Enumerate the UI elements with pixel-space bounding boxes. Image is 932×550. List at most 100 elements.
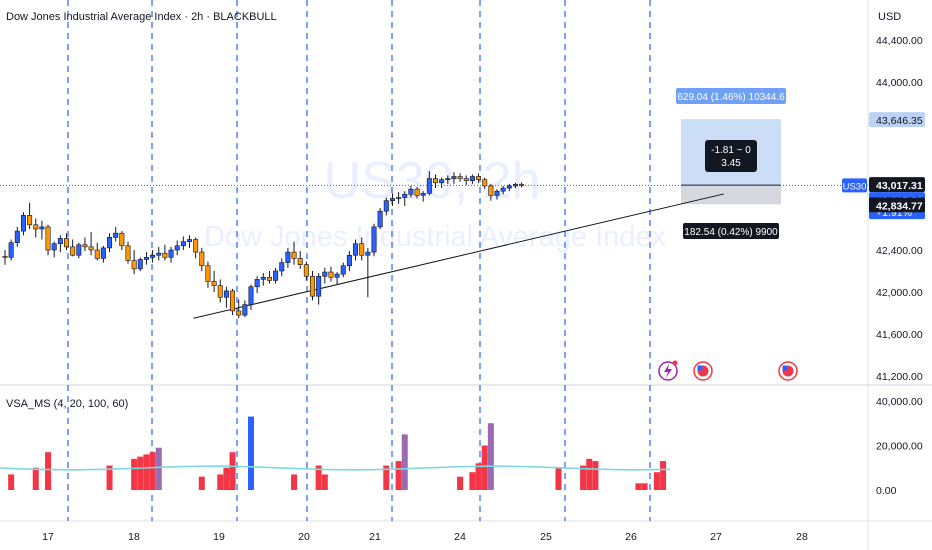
candle-22 — [137, 257, 143, 271]
candle-50 — [309, 271, 315, 301]
candle-body — [33, 224, 39, 230]
candle-72 — [445, 175, 451, 184]
candle-31 — [193, 237, 199, 259]
candle-body — [88, 246, 94, 251]
volume-average-line — [0, 465, 671, 471]
candle-body — [414, 188, 420, 196]
candle-body — [236, 310, 242, 316]
candle-body — [187, 239, 193, 242]
candle-body — [432, 178, 438, 184]
candle-34 — [211, 271, 217, 292]
candle-body — [76, 244, 82, 256]
volume-bar-22 — [475, 463, 482, 490]
candle-30 — [187, 235, 193, 248]
volume-bar-25 — [555, 467, 562, 490]
price-tick-label: 41,600.00 — [876, 329, 923, 341]
candle-14 — [88, 232, 94, 256]
candle-body — [94, 249, 100, 259]
dividend-event-icon — [658, 360, 678, 381]
candle-84 — [519, 182, 525, 188]
candle-body — [457, 176, 463, 179]
candle-79 — [488, 183, 494, 201]
time-tick-label: 18 — [128, 531, 140, 543]
candle-body — [242, 304, 248, 316]
risk-reward-bg — [705, 140, 757, 172]
candle-body — [346, 254, 352, 267]
candle-body — [488, 185, 494, 196]
risk-reward-line1: -1.81 ~ 0 — [711, 145, 751, 156]
volume-bar-26 — [580, 465, 587, 490]
candle-body — [519, 184, 525, 186]
lightning-icon — [664, 364, 672, 378]
time-tick-label: 25 — [540, 531, 552, 543]
candle-body — [107, 237, 113, 249]
candle-15 — [94, 242, 100, 261]
candle-19 — [119, 231, 125, 250]
candle-body — [100, 247, 106, 259]
volume-bar-15 — [315, 465, 322, 490]
candle-body — [439, 179, 445, 184]
volume-bar-12 — [229, 452, 236, 490]
candle-body — [389, 198, 395, 201]
volume-bar-29 — [635, 483, 642, 490]
time-tick-label: 24 — [454, 531, 466, 543]
candle-body — [193, 239, 199, 253]
volume-bar-27 — [586, 458, 593, 490]
price-tag-text: 43,017.31 — [876, 180, 923, 192]
candle-54 — [334, 272, 340, 285]
entry-price-tag: 43,017.31 — [869, 177, 925, 193]
volume-bar-17 — [383, 465, 390, 490]
candle-41 — [254, 276, 260, 294]
candle-46 — [285, 247, 291, 268]
currency-button[interactable]: USD — [878, 11, 902, 23]
candle-body — [309, 275, 315, 297]
candle-body — [494, 190, 500, 196]
candle-body — [451, 176, 457, 179]
candle-7 — [45, 224, 51, 256]
candle-body — [482, 179, 488, 187]
candle-body — [334, 273, 340, 278]
candle-3 — [20, 212, 26, 236]
candle-43 — [266, 271, 272, 284]
candle-23 — [143, 252, 149, 265]
candle-body — [125, 245, 131, 261]
volume-bar-7 — [149, 452, 156, 490]
candle-body — [8, 242, 14, 258]
candle-16 — [100, 245, 106, 263]
candle-67 — [414, 187, 420, 199]
candle-body — [156, 252, 162, 256]
candle-36 — [223, 286, 229, 308]
candle-64 — [396, 192, 402, 204]
stop-info-bg — [683, 223, 779, 239]
candle-body — [113, 232, 119, 238]
candle-47 — [291, 241, 297, 265]
candle-body — [396, 197, 402, 199]
candle-body — [260, 276, 266, 280]
indicator-label[interactable]: VSA_MS (4, 20, 100, 60) — [6, 398, 129, 410]
volume-bar-11 — [223, 467, 230, 490]
candle-24 — [150, 250, 156, 263]
volume-tick-label: 20,000.00 — [876, 441, 923, 453]
candle-body — [353, 243, 359, 256]
candle-63 — [389, 193, 395, 206]
price-tag-bg — [869, 112, 925, 128]
candle-56 — [346, 251, 352, 271]
candle-body — [51, 243, 57, 251]
candle-body — [174, 245, 180, 251]
candle-39 — [242, 300, 248, 318]
candle-5 — [33, 218, 39, 238]
candle-body — [476, 176, 482, 180]
candle-32 — [199, 247, 205, 271]
candle-20 — [125, 241, 131, 264]
symbol-tag: US30 — [842, 178, 867, 193]
candle-80 — [494, 189, 500, 200]
candle-body — [266, 276, 272, 281]
event-dot — [672, 360, 678, 366]
volume-bar-30 — [641, 483, 648, 490]
candle-body — [512, 184, 518, 187]
symbol-tag-bg — [842, 178, 867, 193]
price-tick-label: 42,400.00 — [876, 245, 923, 257]
stop-price-tag: 42,834.77 — [869, 197, 925, 213]
candle-57 — [353, 239, 359, 261]
